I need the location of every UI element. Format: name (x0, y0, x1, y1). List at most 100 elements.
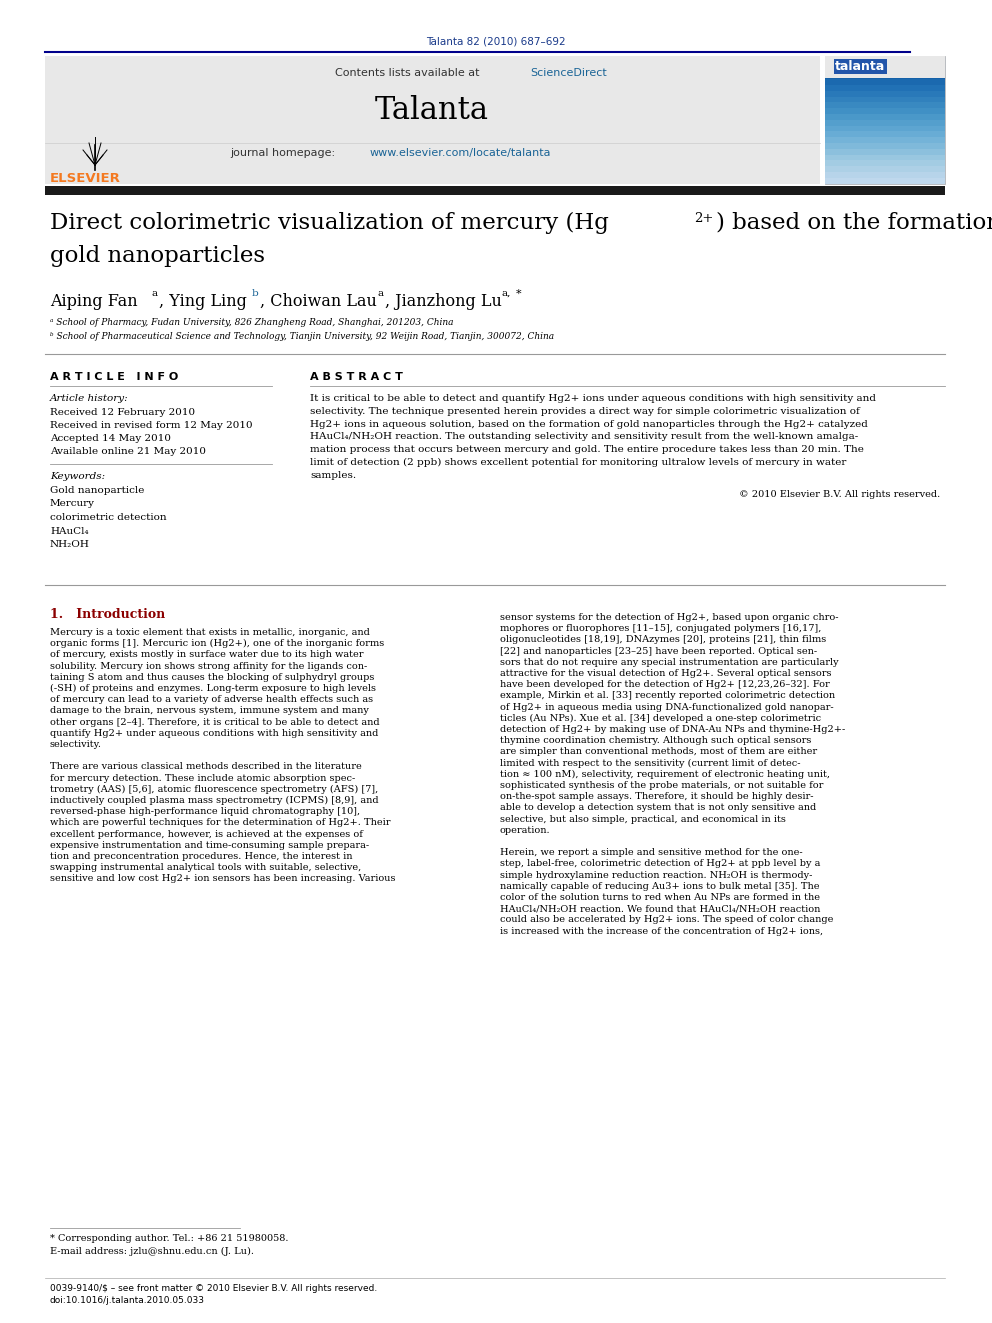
Bar (825, 138, 945, 143)
Text: , Ying Ling: , Ying Ling (159, 292, 247, 310)
Text: able to develop a detection system that is not only sensitive and: able to develop a detection system that … (500, 803, 816, 812)
Text: detection of Hg2+ by making use of DNA-Au NPs and thymine-Hg2+-: detection of Hg2+ by making use of DNA-A… (500, 725, 845, 734)
Text: step, label-free, colorimetric detection of Hg2+ at ppb level by a: step, label-free, colorimetric detection… (500, 860, 820, 868)
Text: Accepted 14 May 2010: Accepted 14 May 2010 (50, 434, 171, 443)
Text: There are various classical methods described in the literature: There are various classical methods desc… (50, 762, 362, 771)
Text: could also be accelerated by Hg2+ ions. The speed of color change: could also be accelerated by Hg2+ ions. … (500, 916, 833, 925)
Bar (825, 143, 945, 148)
Bar (825, 97, 945, 102)
Bar (825, 131, 945, 138)
Text: simple hydroxylamine reduction reaction. NH₂OH is thermody-: simple hydroxylamine reduction reaction.… (500, 871, 812, 880)
Text: of mercury, exists mostly in surface water due to its high water: of mercury, exists mostly in surface wat… (50, 651, 363, 659)
Text: excellent performance, however, is achieved at the expenses of: excellent performance, however, is achie… (50, 830, 363, 839)
Text: expensive instrumentation and time-consuming sample prepara-: expensive instrumentation and time-consu… (50, 841, 369, 849)
Text: Article history:: Article history: (50, 394, 129, 404)
Text: namically capable of reducing Au3+ ions to bulk metal [35]. The: namically capable of reducing Au3+ ions … (500, 882, 819, 890)
Text: www.elsevier.com/locate/talanta: www.elsevier.com/locate/talanta (370, 148, 552, 157)
Text: color of the solution turns to red when Au NPs are formed in the: color of the solution turns to red when … (500, 893, 820, 902)
Text: HAuCl₄: HAuCl₄ (50, 527, 88, 536)
Text: Keywords:: Keywords: (50, 472, 105, 482)
Text: Received 12 February 2010: Received 12 February 2010 (50, 407, 195, 417)
Text: of mercury can lead to a variety of adverse health effects such as: of mercury can lead to a variety of adve… (50, 695, 373, 704)
Bar (825, 108, 945, 114)
Text: Talanta 82 (2010) 687–692: Talanta 82 (2010) 687–692 (427, 36, 565, 46)
Bar (825, 56, 945, 62)
Bar (825, 167, 945, 172)
Text: sors that do not require any special instrumentation are particularly: sors that do not require any special ins… (500, 658, 838, 667)
Text: mophores or fluorophores [11–15], conjugated polymers [16,17],: mophores or fluorophores [11–15], conjug… (500, 624, 821, 634)
Text: HAuCl₄/NH₂OH reaction. We found that HAuCl₄/NH₂OH reaction: HAuCl₄/NH₂OH reaction. We found that HAu… (500, 904, 820, 913)
Text: Received in revised form 12 May 2010: Received in revised form 12 May 2010 (50, 421, 253, 430)
Text: which are powerful techniques for the determination of Hg2+. Their: which are powerful techniques for the de… (50, 819, 391, 827)
Text: 2+: 2+ (694, 212, 713, 225)
Text: sophisticated synthesis of the probe materials, or not suitable for: sophisticated synthesis of the probe mat… (500, 781, 823, 790)
Text: Hg2+ ions in aqueous solution, based on the formation of gold nanoparticles thro: Hg2+ ions in aqueous solution, based on … (310, 419, 868, 429)
Text: (-SH) of proteins and enzymes. Long-term exposure to high levels: (-SH) of proteins and enzymes. Long-term… (50, 684, 376, 693)
Text: © 2010 Elsevier B.V. All rights reserved.: © 2010 Elsevier B.V. All rights reserved… (739, 490, 940, 499)
Text: sensitive and low cost Hg2+ ion sensors has been increasing. Various: sensitive and low cost Hg2+ ion sensors … (50, 875, 396, 884)
Text: A B S T R A C T: A B S T R A C T (310, 372, 403, 382)
Text: Gold nanoparticle: Gold nanoparticle (50, 486, 145, 495)
Text: a,: a, (502, 288, 511, 298)
Bar (825, 160, 945, 167)
Text: have been developed for the detection of Hg2+ [12,23,26–32]. For: have been developed for the detection of… (500, 680, 829, 689)
Bar (825, 62, 945, 67)
Text: , Choiwan Lau: , Choiwan Lau (260, 292, 377, 310)
Bar (825, 56, 945, 184)
Text: mation process that occurs between mercury and gold. The entire procedure takes : mation process that occurs between mercu… (310, 446, 864, 454)
Bar (825, 120, 945, 126)
Text: [22] and nanoparticles [23–25] have been reported. Optical sen-: [22] and nanoparticles [23–25] have been… (500, 647, 817, 656)
Text: talanta: talanta (835, 60, 885, 73)
Text: reversed-phase high-performance liquid chromatography [10],: reversed-phase high-performance liquid c… (50, 807, 360, 816)
Text: b: b (252, 288, 259, 298)
Text: limit of detection (2 ppb) shows excellent potential for monitoring ultralow lev: limit of detection (2 ppb) shows excelle… (310, 458, 846, 467)
Text: tion and preconcentration procedures. Hence, the interest in: tion and preconcentration procedures. He… (50, 852, 352, 861)
Bar (825, 148, 945, 155)
Text: taining S atom and thus causes the blocking of sulphydryl groups: taining S atom and thus causes the block… (50, 673, 374, 681)
Text: *: * (516, 288, 522, 299)
Bar (825, 91, 945, 97)
Bar (825, 114, 945, 120)
Text: ELSEVIER: ELSEVIER (50, 172, 121, 185)
Text: on-the-spot sample assays. Therefore, it should be highly desir-: on-the-spot sample assays. Therefore, it… (500, 792, 813, 802)
Text: ticles (Au NPs). Xue et al. [34] developed a one-step colorimetric: ticles (Au NPs). Xue et al. [34] develop… (500, 714, 821, 722)
Text: for mercury detection. These include atomic absorption spec-: for mercury detection. These include ato… (50, 774, 355, 783)
Text: samples.: samples. (310, 471, 356, 480)
Text: , Jianzhong Lu: , Jianzhong Lu (385, 292, 502, 310)
Text: trometry (AAS) [5,6], atomic fluorescence spectrometry (AFS) [7],: trometry (AAS) [5,6], atomic fluorescenc… (50, 785, 378, 794)
Text: solubility. Mercury ion shows strong affinity for the ligands con-: solubility. Mercury ion shows strong aff… (50, 662, 367, 671)
Text: Talanta: Talanta (375, 95, 489, 126)
Text: other organs [2–4]. Therefore, it is critical to be able to detect and: other organs [2–4]. Therefore, it is cri… (50, 717, 380, 726)
Text: a: a (152, 288, 158, 298)
Bar (825, 155, 945, 160)
Text: doi:10.1016/j.talanta.2010.05.033: doi:10.1016/j.talanta.2010.05.033 (50, 1297, 205, 1304)
Bar (825, 172, 945, 177)
Text: oligonucleotides [18,19], DNAzymes [20], proteins [21], thin films: oligonucleotides [18,19], DNAzymes [20],… (500, 635, 826, 644)
Bar (45, 187, 945, 194)
Text: gold nanoparticles: gold nanoparticles (50, 245, 265, 267)
Text: attractive for the visual detection of Hg2+. Several optical sensors: attractive for the visual detection of H… (500, 669, 831, 677)
Text: tion ≈ 100 nM), selectivity, requirement of electronic heating unit,: tion ≈ 100 nM), selectivity, requirement… (500, 770, 830, 779)
Text: sensor systems for the detection of Hg2+, based upon organic chro-: sensor systems for the detection of Hg2+… (500, 613, 838, 622)
Text: colorimetric detection: colorimetric detection (50, 513, 167, 523)
Text: operation.: operation. (500, 826, 551, 835)
Bar (825, 126, 945, 131)
Text: Mercury is a toxic element that exists in metallic, inorganic, and: Mercury is a toxic element that exists i… (50, 628, 370, 636)
Text: Available online 21 May 2010: Available online 21 May 2010 (50, 447, 206, 456)
Text: HAuCl₄/NH₂OH reaction. The outstanding selectivity and sensitivity result from t: HAuCl₄/NH₂OH reaction. The outstanding s… (310, 433, 858, 442)
Text: Contents lists available at: Contents lists available at (335, 67, 483, 78)
Bar (825, 56, 945, 78)
Text: example, Mirkin et al. [33] recently reported colorimetric detection: example, Mirkin et al. [33] recently rep… (500, 692, 835, 700)
Bar (825, 73, 945, 79)
Bar (825, 85, 945, 91)
Text: E-mail address: jzlu@shnu.edu.cn (J. Lu).: E-mail address: jzlu@shnu.edu.cn (J. Lu)… (50, 1248, 254, 1256)
Text: 0039-9140/$ – see front matter © 2010 Elsevier B.V. All rights reserved.: 0039-9140/$ – see front matter © 2010 El… (50, 1285, 377, 1293)
Text: swapping instrumental analytical tools with suitable, selective,: swapping instrumental analytical tools w… (50, 863, 361, 872)
Text: Aiping Fan: Aiping Fan (50, 292, 138, 310)
Text: a: a (378, 288, 384, 298)
Text: Mercury: Mercury (50, 500, 95, 508)
Text: 1.   Introduction: 1. Introduction (50, 609, 166, 620)
Bar (825, 177, 945, 184)
Text: ᵇ School of Pharmaceutical Science and Technology, Tianjin University, 92 Weijin: ᵇ School of Pharmaceutical Science and T… (50, 332, 555, 341)
Bar (825, 102, 945, 108)
